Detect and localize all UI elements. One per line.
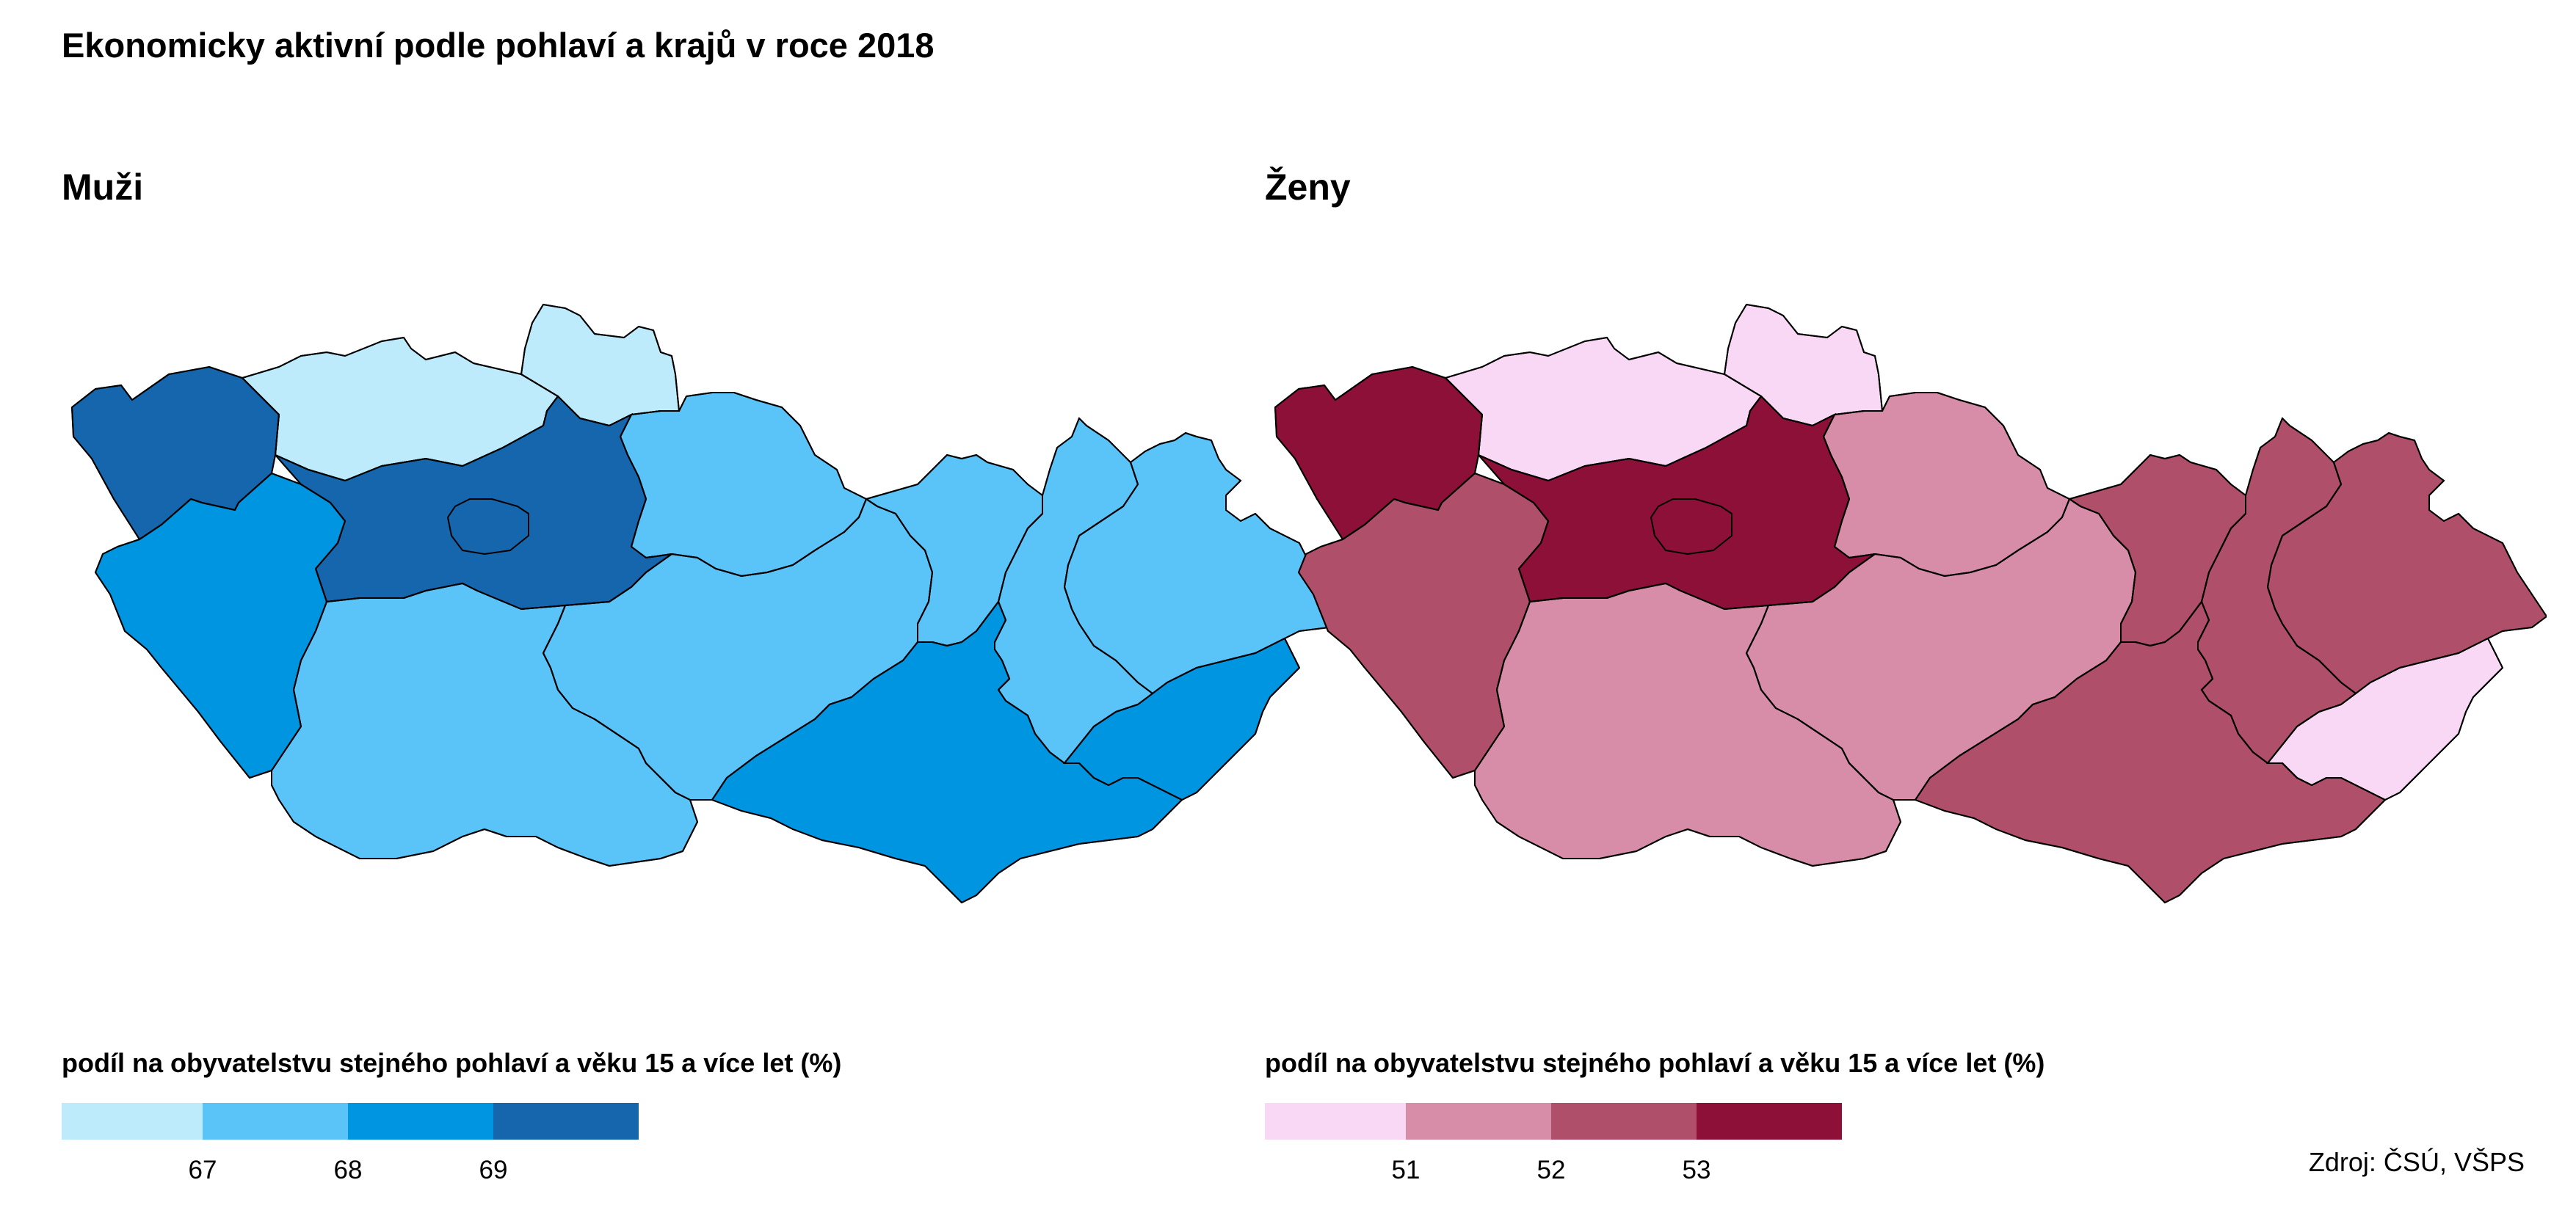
legend-tick: 53 (1682, 1156, 1711, 1184)
legend-swatch (1551, 1103, 1697, 1140)
legend-bar-men (62, 1103, 639, 1140)
legend-swatch (348, 1103, 493, 1140)
region-praha (1650, 498, 1733, 555)
legend-bar-women (1265, 1103, 1842, 1140)
legend-tick: 51 (1391, 1156, 1421, 1184)
legend-title-men: podíl na obyvatelstvu stejného pohlaví a… (62, 1048, 842, 1078)
legend-tick: 67 (188, 1156, 217, 1184)
legend-swatch (1697, 1103, 1842, 1140)
legend-tick: 69 (479, 1156, 508, 1184)
legend-title-women: podíl na obyvatelstvu stejného pohlaví a… (1265, 1048, 2045, 1078)
region-praha (447, 498, 529, 555)
legend-swatch (203, 1103, 348, 1140)
map-men (70, 303, 1343, 904)
source-note: Zdroj: ČSÚ, VŠPS (2308, 1147, 2525, 1177)
legend-swatch (493, 1103, 639, 1140)
legend-tick: 68 (333, 1156, 363, 1184)
legend-swatch (62, 1103, 203, 1140)
legend-tick: 52 (1536, 1156, 1566, 1184)
legend-swatch (1406, 1103, 1551, 1140)
panel-title-women: Ženy (1265, 167, 1351, 208)
chart-title: Ekonomicky aktivní podle pohlaví a krajů… (62, 26, 935, 65)
legend-swatch (1265, 1103, 1406, 1140)
map-women (1274, 303, 2547, 904)
panel-title-men: Muži (62, 167, 144, 208)
